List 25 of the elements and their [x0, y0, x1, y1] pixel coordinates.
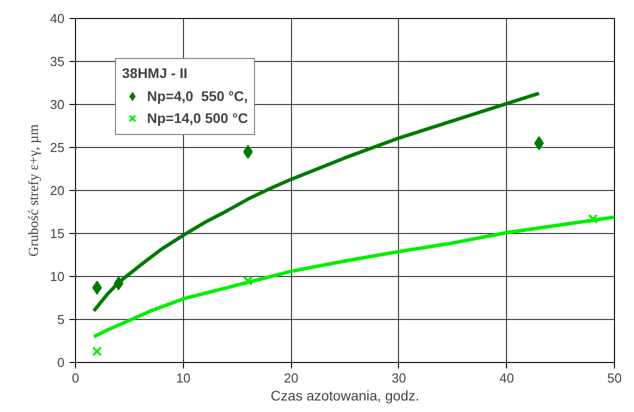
point: [92, 346, 102, 356]
y-tick-label: 15: [50, 226, 65, 241]
legend-label: Np=4,0 550 °C,: [147, 88, 248, 104]
x-axis-title: Czas azotowania, godz.: [270, 388, 420, 404]
y-axis-title: Grubość strefy ε+γ, µm: [27, 124, 42, 257]
x-tick-label: 40: [499, 370, 514, 386]
y-tick-label: 10: [50, 269, 65, 284]
legend-title: 38HMJ - II: [122, 65, 188, 81]
line-series: [92, 92, 541, 313]
x-tick-label: 0: [72, 370, 80, 386]
y-tick-label: 30: [50, 97, 65, 112]
y-tick-label: 35: [50, 54, 65, 69]
x-tick-label: 20: [284, 370, 298, 386]
line-series: [92, 215, 614, 338]
y-tick-label: 0: [57, 355, 65, 370]
y-tick-label: 5: [57, 312, 65, 327]
x-tick-label: 30: [392, 370, 406, 386]
x-tick-label: 10: [176, 370, 191, 386]
y-tick-label: 40: [50, 11, 65, 26]
y-tick-label: 20: [50, 183, 65, 198]
y-tick-label: 25: [50, 140, 65, 155]
x-tick-label: 50: [607, 370, 622, 386]
legend-label: Np=14,0 500 °C: [147, 110, 248, 126]
point: [588, 214, 598, 224]
point: [243, 276, 253, 286]
